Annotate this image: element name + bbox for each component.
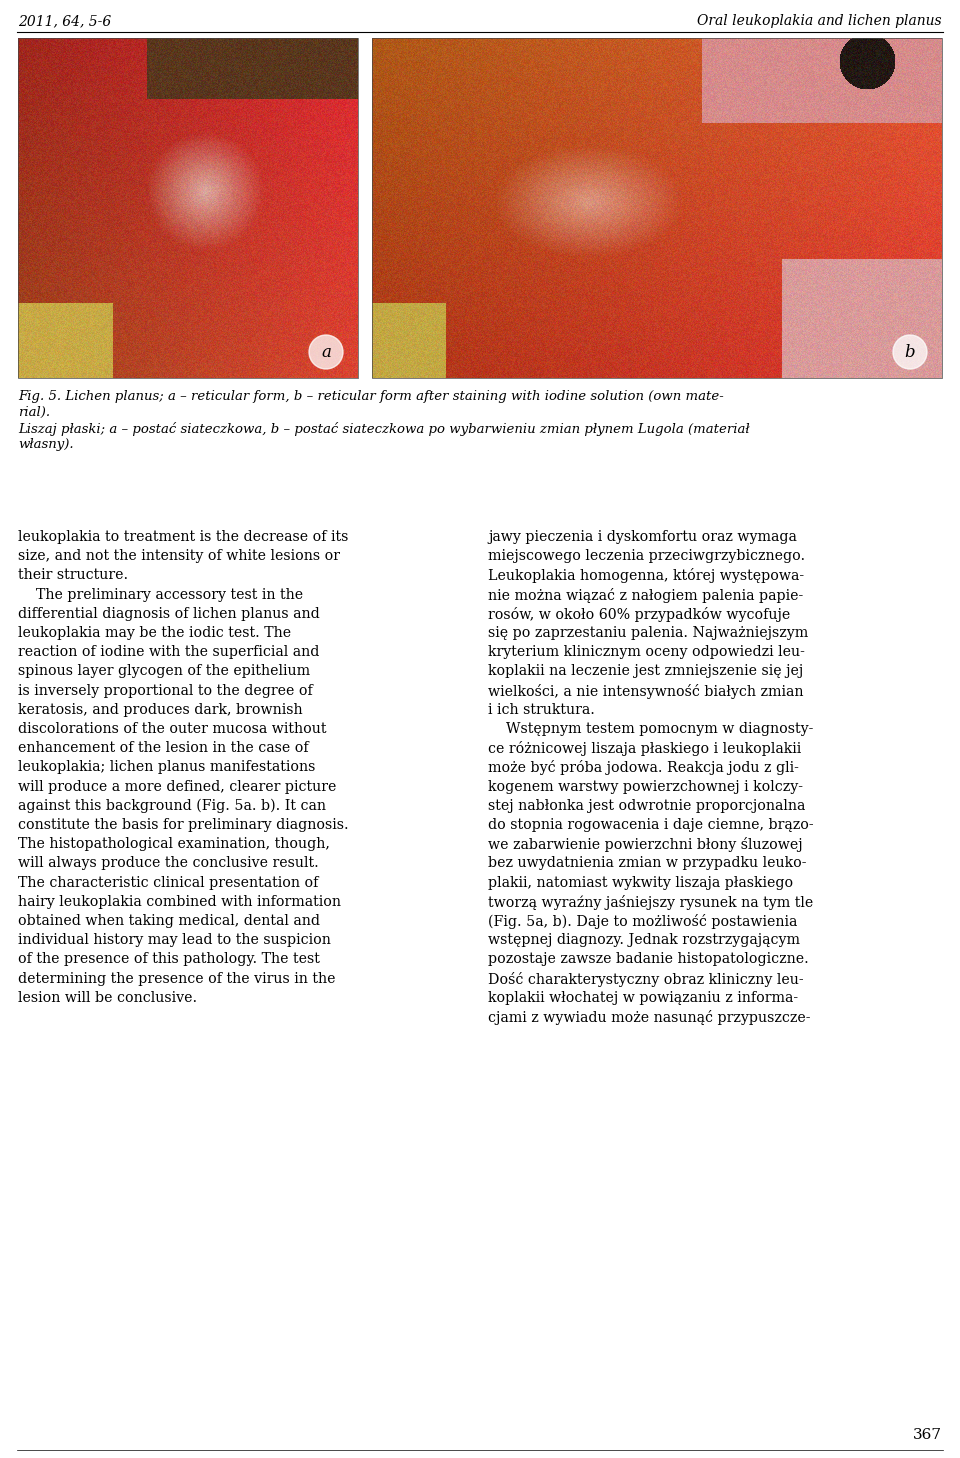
Text: leukoplakia to treatment is the decrease of its: leukoplakia to treatment is the decrease… (18, 531, 348, 544)
Text: a: a (321, 344, 331, 360)
Circle shape (309, 335, 343, 369)
Text: reaction of iodine with the superficial and: reaction of iodine with the superficial … (18, 646, 320, 659)
Text: własny).: własny). (18, 437, 74, 451)
Text: spinous layer glycogen of the epithelium: spinous layer glycogen of the epithelium (18, 665, 310, 678)
Text: against this background (Fig. 5a. b). It can: against this background (Fig. 5a. b). It… (18, 799, 326, 814)
Text: constitute the basis for preliminary diagnosis.: constitute the basis for preliminary dia… (18, 818, 348, 833)
Text: plakii, natomiast wykwity liszaja płaskiego: plakii, natomiast wykwity liszaja płaski… (488, 876, 793, 889)
Text: keratosis, and produces dark, brownish: keratosis, and produces dark, brownish (18, 703, 302, 717)
Text: kogenem warstwy powierzchownej i kolczy-: kogenem warstwy powierzchownej i kolczy- (488, 780, 803, 793)
Text: rosów, w około 60% przypadków wycofuje: rosów, w około 60% przypadków wycofuje (488, 607, 790, 621)
Text: will always produce the conclusive result.: will always produce the conclusive resul… (18, 856, 319, 870)
Text: tworzą wyraźny jaśniejszy rysunek na tym tle: tworzą wyraźny jaśniejszy rysunek na tym… (488, 895, 813, 910)
Text: wielkości, a nie intensywność białych zmian: wielkości, a nie intensywność białych zm… (488, 684, 804, 698)
Text: cjami z wywiadu może nasunąć przypuszcze-: cjami z wywiadu może nasunąć przypuszcze… (488, 1010, 810, 1025)
Text: size, and not the intensity of white lesions or: size, and not the intensity of white les… (18, 550, 340, 563)
Text: stej nabłonka jest odwrotnie proporcjonalna: stej nabłonka jest odwrotnie proporcjona… (488, 799, 805, 812)
Circle shape (893, 335, 927, 369)
Text: jawy pieczenia i dyskomfortu oraz wymaga: jawy pieczenia i dyskomfortu oraz wymaga (488, 531, 797, 544)
Text: i ich struktura.: i ich struktura. (488, 703, 595, 717)
Text: bez uwydatnienia zmian w przypadku leuko-: bez uwydatnienia zmian w przypadku leuko… (488, 856, 806, 870)
Text: koplakii na leczenie jest zmniejszenie się jej: koplakii na leczenie jest zmniejszenie s… (488, 665, 804, 678)
Text: kryterium klinicznym oceny odpowiedzi leu-: kryterium klinicznym oceny odpowiedzi le… (488, 646, 804, 659)
Bar (372, 38, 942, 378)
Text: will produce a more defined, clearer picture: will produce a more defined, clearer pic… (18, 780, 336, 793)
Text: determining the presence of the virus in the: determining the presence of the virus in… (18, 971, 335, 986)
Text: individual history may lead to the suspicion: individual history may lead to the suspi… (18, 933, 331, 948)
Text: obtained when taking medical, dental and: obtained when taking medical, dental and (18, 914, 320, 927)
Text: leukoplakia may be the iodic test. The: leukoplakia may be the iodic test. The (18, 625, 291, 640)
Text: (Fig. 5a, b). Daje to możliwość postawienia: (Fig. 5a, b). Daje to możliwość postawie… (488, 914, 798, 929)
Text: enhancement of the lesion in the case of: enhancement of the lesion in the case of (18, 741, 308, 755)
Text: koplakii włochatej w powiązaniu z informa-: koplakii włochatej w powiązaniu z inform… (488, 991, 798, 1005)
Text: 2011, 64, 5-6: 2011, 64, 5-6 (18, 15, 111, 28)
Text: The preliminary accessory test in the: The preliminary accessory test in the (18, 588, 303, 602)
Text: 367: 367 (913, 1427, 942, 1442)
Text: Oral leukoplakia and lichen planus: Oral leukoplakia and lichen planus (697, 15, 942, 28)
Text: Wstępnym testem pomocnym w diagnosty-: Wstępnym testem pomocnym w diagnosty- (488, 722, 813, 736)
Text: Liszaj płaski; a – postać siateczkowa, b – postać siateczkowa po wybarwieniu zmi: Liszaj płaski; a – postać siateczkowa, b… (18, 421, 750, 436)
Text: differential diagnosis of lichen planus and: differential diagnosis of lichen planus … (18, 607, 320, 621)
Text: lesion will be conclusive.: lesion will be conclusive. (18, 991, 197, 1005)
Text: nie można wiązać z nałogiem palenia papie-: nie można wiązać z nałogiem palenia papi… (488, 588, 804, 602)
Text: wstępnej diagnozy. Jednak rozstrzygającym: wstępnej diagnozy. Jednak rozstrzygający… (488, 933, 800, 948)
Text: się po zaprzestaniu palenia. Najważniejszym: się po zaprzestaniu palenia. Najważniejs… (488, 625, 808, 640)
Text: miejscowego leczenia przeciwgrzybicznego.: miejscowego leczenia przeciwgrzybicznego… (488, 550, 805, 563)
Text: Dość charakterystyczny obraz kliniczny leu-: Dość charakterystyczny obraz kliniczny l… (488, 971, 804, 987)
Text: leukoplakia; lichen planus manifestations: leukoplakia; lichen planus manifestation… (18, 761, 316, 774)
Text: is inversely proportional to the degree of: is inversely proportional to the degree … (18, 684, 313, 697)
Text: pozostaje zawsze badanie histopatologiczne.: pozostaje zawsze badanie histopatologicz… (488, 952, 808, 967)
Text: discolorations of the outer mucosa without: discolorations of the outer mucosa witho… (18, 722, 326, 736)
Text: of the presence of this pathology. The test: of the presence of this pathology. The t… (18, 952, 320, 967)
Text: b: b (904, 344, 915, 360)
Text: The histopathological examination, though,: The histopathological examination, thoug… (18, 837, 330, 851)
Text: może być próba jodowa. Reakcja jodu z gli-: może być próba jodowa. Reakcja jodu z gl… (488, 761, 799, 776)
Text: ce różnicowej liszaja płaskiego i leukoplakii: ce różnicowej liszaja płaskiego i leukop… (488, 741, 802, 757)
Text: The characteristic clinical presentation of: The characteristic clinical presentation… (18, 876, 319, 889)
Text: their structure.: their structure. (18, 569, 128, 582)
Text: rial).: rial). (18, 405, 50, 418)
Text: we zabarwienie powierzchni błony śluzowej: we zabarwienie powierzchni błony śluzowe… (488, 837, 803, 851)
Text: do stopnia rogowacenia i daje ciemne, brązo-: do stopnia rogowacenia i daje ciemne, br… (488, 818, 814, 833)
Text: Leukoplakia homogenna, której występowa-: Leukoplakia homogenna, której występowa- (488, 569, 804, 583)
Bar (18, 38, 358, 378)
Text: hairy leukoplakia combined with information: hairy leukoplakia combined with informat… (18, 895, 341, 908)
Text: Fig. 5. Lichen planus; a – reticular form, b – reticular form after staining wit: Fig. 5. Lichen planus; a – reticular for… (18, 389, 724, 402)
